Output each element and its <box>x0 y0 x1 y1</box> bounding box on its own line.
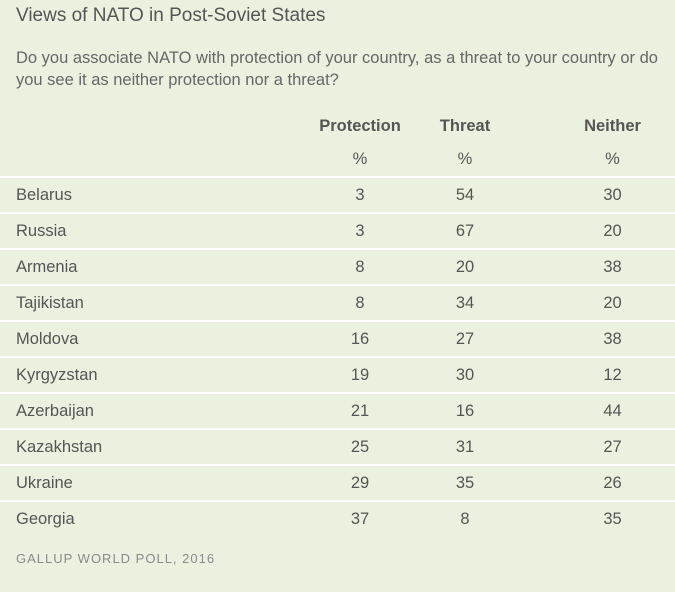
neither-cell: 20 <box>510 285 675 322</box>
protection-cell: 19 <box>180 357 420 394</box>
neither-cell: 30 <box>510 177 675 214</box>
unit-protection: % <box>180 142 420 178</box>
threat-cell: 20 <box>420 249 510 286</box>
header-neither: Neither <box>584 116 641 135</box>
neither-cell: 38 <box>510 321 675 358</box>
neither-cell: 26 <box>510 465 675 502</box>
protection-cell: 8 <box>180 285 420 322</box>
table-row: Kyrgyzstan 19 30 12 <box>0 357 675 394</box>
country-cell: Kyrgyzstan <box>0 357 180 394</box>
unit-country <box>0 142 180 178</box>
table-row: Belarus 3 54 30 <box>0 177 675 214</box>
country-cell: Russia <box>0 213 180 250</box>
chart-subtitle: Do you associate NATO with protection of… <box>16 49 658 89</box>
table-row: Ukraine 29 35 26 <box>0 465 675 502</box>
country-cell: Armenia <box>0 249 180 286</box>
country-cell: Moldova <box>0 321 180 358</box>
source-note: GALLUP WORLD POLL, 2016 <box>16 551 216 566</box>
neither-cell: 35 <box>603 509 622 528</box>
protection-cell: 3 <box>180 177 420 214</box>
neither-cell: 38 <box>510 249 675 286</box>
threat-cell: 67 <box>420 213 510 250</box>
header-threat: Threat <box>439 116 491 135</box>
threat-cell: 16 <box>420 393 510 430</box>
unit-threat: % <box>420 142 510 178</box>
country-cell: Georgia <box>16 509 75 528</box>
table-row: Armenia 8 20 38 <box>0 249 675 286</box>
country-cell: Tajikistan <box>0 285 180 322</box>
nato-views-table: Protection Threat Neither % % % Belarus 3… <box>0 110 675 536</box>
protection-cell: 25 <box>180 429 420 466</box>
unit-row: % % % <box>0 142 675 178</box>
threat-cell: 35 <box>420 465 510 502</box>
table-row: Georgia 37 8 35 <box>0 501 675 536</box>
protection-cell: 16 <box>180 321 420 358</box>
neither-cell: 20 <box>510 213 675 250</box>
protection-cell: 21 <box>180 393 420 430</box>
protection-cell: 8 <box>180 249 420 286</box>
country-cell: Kazakhstan <box>0 429 180 466</box>
table-row: Russia 3 67 20 <box>0 213 675 250</box>
neither-cell: 44 <box>510 393 675 430</box>
chart-title: Views of NATO in Post-Soviet States <box>16 5 326 26</box>
country-cell: Belarus <box>0 177 180 214</box>
header-country <box>0 110 180 142</box>
threat-cell: 30 <box>420 357 510 394</box>
threat-cell: 54 <box>420 177 510 214</box>
table-row: Tajikistan 8 34 20 <box>0 285 675 322</box>
threat-cell: 27 <box>420 321 510 358</box>
threat-cell: 34 <box>420 285 510 322</box>
unit-neither: % <box>510 142 675 178</box>
protection-cell: 29 <box>180 465 420 502</box>
header-protection: Protection <box>319 116 401 135</box>
neither-cell: 12 <box>510 357 675 394</box>
country-cell: Azerbaijan <box>0 393 180 430</box>
neither-cell: 27 <box>510 429 675 466</box>
header-row: Protection Threat Neither <box>0 110 675 142</box>
table-row: Moldova 16 27 38 <box>0 321 675 358</box>
threat-cell: 31 <box>420 429 510 466</box>
protection-cell: 37 <box>350 509 370 528</box>
threat-cell: 8 <box>460 509 470 528</box>
table-row: Azerbaijan 21 16 44 <box>0 393 675 430</box>
country-cell: Ukraine <box>0 465 180 502</box>
protection-cell: 3 <box>180 213 420 250</box>
table-row: Kazakhstan 25 31 27 <box>0 429 675 466</box>
